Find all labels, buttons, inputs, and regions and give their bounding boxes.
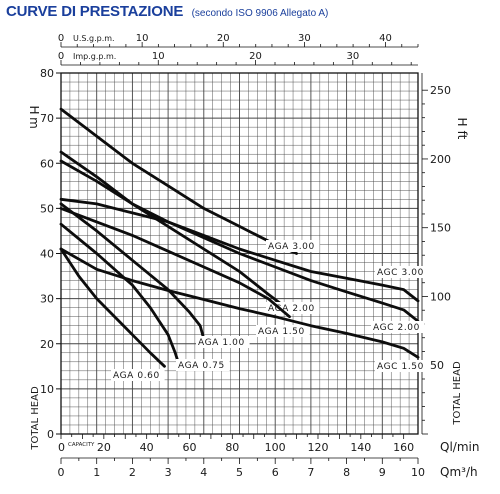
series-label: AGC 2.00 bbox=[373, 323, 420, 333]
y-tick-label-right: 250 bbox=[430, 84, 451, 97]
x-axis-title: CAPACITY bbox=[68, 442, 95, 448]
series-label-bg bbox=[375, 266, 429, 278]
y-tick-label-right: 100 bbox=[430, 290, 451, 303]
series-curve bbox=[59, 159, 420, 323]
chart-title: CURVE DI PRESTAZIONE bbox=[6, 3, 184, 20]
series-label-bg bbox=[111, 369, 165, 381]
x-tick-label-usgpm: 0 bbox=[58, 33, 64, 44]
chart-title-block: CURVE DI PRESTAZIONE (secondo ISO 9906 A… bbox=[6, 3, 328, 21]
series-label: AGC 3.00 bbox=[377, 268, 424, 278]
x-tick-label-lmin: 0 bbox=[58, 441, 65, 454]
y-tick-label-right: 200 bbox=[430, 153, 451, 166]
x-tick-label-lmin: 60 bbox=[182, 441, 196, 454]
x-tick-label-m3h: 1 bbox=[93, 466, 100, 479]
x-unit-m3h: Qm³/h bbox=[440, 465, 478, 479]
series-label: AGA 0.75 bbox=[178, 361, 225, 371]
x-tick-label-impgpm: 30 bbox=[346, 51, 359, 62]
y-axis-title-left: TOTAL HEAD bbox=[30, 386, 41, 451]
y-unit-right: ft bbox=[455, 131, 469, 140]
y-tick-label-left: 10 bbox=[40, 383, 54, 396]
x-tick-label-usgpm: 30 bbox=[298, 33, 311, 44]
x-unit-impgpm: Imp.g.p.m. bbox=[73, 52, 116, 61]
series-label-bg bbox=[196, 336, 250, 348]
y-tick-label-left: 20 bbox=[40, 338, 54, 351]
y-tick-label-right: 150 bbox=[430, 222, 451, 235]
x-unit-usgpm: U.S.g.p.m. bbox=[73, 34, 115, 43]
series-label: AGA 1.00 bbox=[198, 338, 245, 348]
y-axis-title-right: TOTAL HEAD bbox=[452, 361, 463, 426]
series-label-bg bbox=[375, 360, 429, 372]
x-tick-label-lmin: 20 bbox=[97, 441, 111, 454]
series-curve bbox=[59, 247, 166, 368]
x-tick-label-impgpm: 20 bbox=[249, 51, 262, 62]
series-label-bg bbox=[266, 240, 320, 252]
series-label: AGA 0.60 bbox=[113, 371, 160, 381]
x-tick-label-m3h: 10 bbox=[411, 466, 425, 479]
x-tick-label-m3h: 6 bbox=[272, 466, 279, 479]
x-tick-label-lmin: 80 bbox=[225, 441, 239, 454]
series-label-bg bbox=[176, 359, 230, 371]
x-tick-label-m3h: 5 bbox=[236, 466, 243, 479]
x-tick-label-m3h: 8 bbox=[343, 466, 350, 479]
series-label-bg bbox=[371, 321, 425, 333]
series-label: AGA 1.50 bbox=[258, 327, 305, 337]
x-tick-label-impgpm: 0 bbox=[58, 51, 64, 62]
series-curve bbox=[59, 222, 181, 366]
series-curve bbox=[59, 197, 420, 303]
x-tick-label-usgpm: 10 bbox=[136, 33, 149, 44]
x-tick-label-impgpm: 10 bbox=[152, 51, 165, 62]
y-tick-label-left: 30 bbox=[40, 293, 54, 306]
y-unit-h-left: H bbox=[27, 105, 41, 114]
y-tick-label-left: 80 bbox=[40, 67, 54, 80]
series-label-bg bbox=[256, 325, 310, 337]
y-tick-label-right: 50 bbox=[430, 359, 444, 372]
series-curve bbox=[59, 207, 291, 319]
y-tick-label-left: 60 bbox=[40, 157, 54, 170]
y-tick-label-left: 0 bbox=[47, 428, 54, 441]
series-label: AGC 1.50 bbox=[377, 362, 424, 372]
y-tick-label-left: 50 bbox=[40, 202, 54, 215]
x-tick-label-m3h: 4 bbox=[200, 466, 207, 479]
x-unit-lmin: Ql/min bbox=[440, 440, 479, 454]
x-tick-label-m3h: 7 bbox=[307, 466, 314, 479]
series-curve bbox=[59, 150, 288, 309]
x-tick-label-lmin: 160 bbox=[393, 441, 414, 454]
series-label-bg bbox=[266, 302, 320, 314]
x-tick-label-m3h: 3 bbox=[165, 466, 172, 479]
x-tick-label-m3h: 9 bbox=[379, 466, 386, 479]
x-tick-label-lmin: 140 bbox=[350, 441, 371, 454]
x-tick-label-usgpm: 20 bbox=[217, 33, 230, 44]
x-tick-label-m3h: 0 bbox=[58, 466, 65, 479]
series-label: AGA 2.00 bbox=[268, 304, 315, 314]
x-tick-label-m3h: 2 bbox=[129, 466, 136, 479]
x-tick-label-lmin: 120 bbox=[307, 441, 328, 454]
chart-subtitle: (secondo ISO 9906 Allegato A) bbox=[191, 8, 329, 19]
y-unit-h-right: H bbox=[455, 117, 469, 126]
x-tick-label-lmin: 100 bbox=[265, 441, 286, 454]
x-tick-label-usgpm: 40 bbox=[379, 33, 392, 44]
series-label: AGA 3.00 bbox=[268, 242, 315, 252]
y-tick-label-left: 70 bbox=[40, 112, 54, 125]
y-tick-label-left: 40 bbox=[40, 248, 54, 261]
y-unit-left: m bbox=[27, 117, 41, 129]
x-tick-label-lmin: 40 bbox=[140, 441, 154, 454]
